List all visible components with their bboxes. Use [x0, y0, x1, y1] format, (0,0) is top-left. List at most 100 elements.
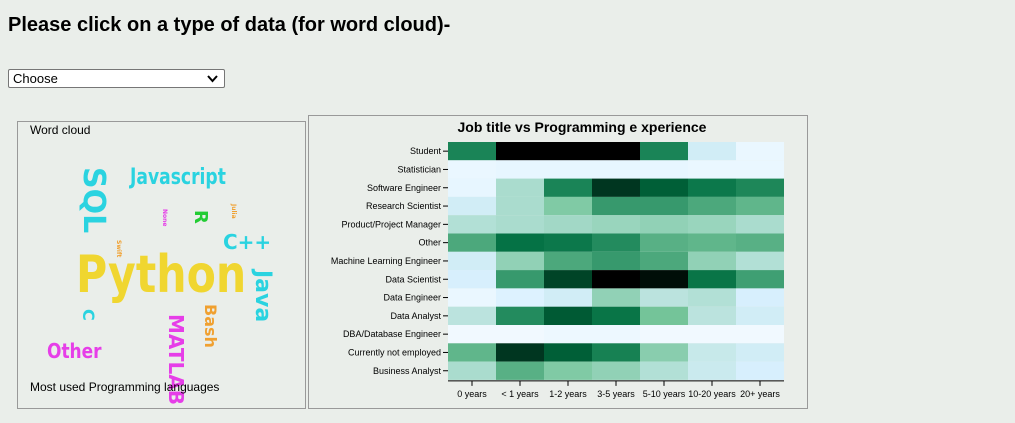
- heatmap-cell: [736, 343, 784, 362]
- heatmap-cell: [448, 196, 496, 216]
- heatmap-cell: [736, 196, 784, 216]
- heatmap-cell: [592, 196, 640, 216]
- heatmap-cell: [688, 288, 736, 307]
- heatmap-cell: [640, 325, 688, 344]
- heatmap-cell: [448, 251, 496, 271]
- word-cloud-title: Word cloud: [30, 123, 91, 137]
- heatmap-cell: [736, 325, 784, 344]
- heatmap-cell: [496, 306, 544, 325]
- y-tick-label: Machine Learning Engineer: [331, 256, 441, 266]
- word-julia: Julia: [230, 203, 237, 219]
- heatmap-cell: [688, 196, 736, 216]
- heatmap-cell: [736, 233, 784, 252]
- word-cloud: Javascript SQL Python R C++ None Julia S…: [47, 164, 275, 405]
- y-tick-label: Business Analyst: [373, 366, 442, 376]
- heatmap-cell: [736, 142, 784, 161]
- heatmap-cell: [640, 251, 688, 271]
- heatmap-cell: [496, 178, 544, 197]
- heatmap-cell: [496, 343, 544, 362]
- heatmap-cell: [544, 325, 592, 344]
- y-tick-label: Product/Project Manager: [341, 219, 441, 229]
- heatmap-cell: [640, 343, 688, 362]
- y-tick-label: Data Scientist: [385, 274, 441, 284]
- heatmap-cell: [496, 196, 544, 216]
- x-tick-label: 3-5 years: [597, 389, 635, 399]
- heatmap-cell: [448, 160, 496, 179]
- heatmap-cell: [640, 306, 688, 325]
- heatmap-cell: [448, 343, 496, 362]
- heatmap-cell: [592, 142, 640, 161]
- heatmap-cell: [688, 142, 736, 161]
- page-heading: Please click on a type of data (for word…: [8, 14, 451, 36]
- y-tick-label: Currently not employed: [348, 347, 441, 357]
- heatmap-cell: [640, 361, 688, 380]
- heatmap-cell: [640, 178, 688, 197]
- heatmap-chart: Job title vs Programming e xperience Stu…: [331, 119, 784, 399]
- heatmap-cell: [736, 270, 784, 289]
- chart-title: Job title vs Programming e xperience: [458, 119, 707, 135]
- heatmap-cell: [592, 306, 640, 325]
- heatmap-cell: [736, 361, 784, 380]
- heatmap-cell: [640, 142, 688, 161]
- heatmap-cell: [592, 233, 640, 252]
- data-type-select[interactable]: Choose: [8, 69, 225, 88]
- heatmap-cell: [496, 288, 544, 307]
- heatmap-cell: [592, 325, 640, 344]
- heatmap-cell: [688, 160, 736, 179]
- heatmap-cell: [640, 288, 688, 307]
- heatmap-cell: [448, 325, 496, 344]
- y-tick-label: Data Analyst: [390, 311, 441, 321]
- heatmap-cell: [448, 178, 496, 197]
- heatmap-cell: [448, 233, 496, 252]
- heatmap-cell: [592, 160, 640, 179]
- heatmap-cell: [592, 343, 640, 362]
- heatmap-cell: [496, 325, 544, 344]
- heatmap-cell: [448, 306, 496, 325]
- heatmap-cell: [496, 142, 544, 161]
- heatmap-cell: [496, 251, 544, 271]
- heatmap-cell: [640, 160, 688, 179]
- y-tick-label: DBA/Database Engineer: [343, 329, 441, 339]
- heatmap-cell: [544, 251, 592, 271]
- heatmap-cell: [640, 215, 688, 234]
- heatmap-cell: [496, 215, 544, 234]
- heatmap-cell: [688, 251, 736, 271]
- word-cloud-panel: Javascript SQL Python R C++ None Julia S…: [17, 121, 306, 409]
- x-tick-label: 0 years: [457, 389, 487, 399]
- word-cpp: C++: [223, 230, 271, 254]
- chevron-down-icon: [207, 75, 218, 83]
- heatmap-cell: [688, 178, 736, 197]
- heatmap-cell: [736, 178, 784, 197]
- x-tick-label: 1-2 years: [549, 389, 587, 399]
- heatmap-cell: [496, 270, 544, 289]
- heatmap-cell: [688, 215, 736, 234]
- heatmap-cell: [496, 160, 544, 179]
- heatmap-cell: [736, 215, 784, 234]
- heatmap-cell: [544, 215, 592, 234]
- y-tick-label: Other: [418, 238, 441, 248]
- heatmap-cell: [448, 142, 496, 161]
- word-c: C: [79, 309, 98, 321]
- word-other: Other: [47, 341, 102, 364]
- heatmap-cell: [688, 306, 736, 325]
- x-tick-label: 20+ years: [740, 389, 780, 399]
- heatmap-cell: [448, 270, 496, 289]
- heatmap-cell: [496, 233, 544, 252]
- heatmap-cell: [544, 306, 592, 325]
- heatmap-cell: [592, 361, 640, 380]
- y-tick-label: Student: [410, 146, 442, 156]
- select-value: Choose: [13, 71, 58, 86]
- heatmap-cell: [544, 270, 592, 289]
- heatmap-panel: Job title vs Programming e xperience Stu…: [308, 115, 808, 409]
- heatmap-cell: [448, 288, 496, 307]
- heatmap-cell: [688, 325, 736, 344]
- x-tick-label: < 1 years: [501, 389, 539, 399]
- heatmap-cell: [448, 215, 496, 234]
- heatmap-cell: [736, 288, 784, 307]
- y-tick-label: Software Engineer: [367, 183, 441, 193]
- heatmap-cell: [592, 178, 640, 197]
- heatmap-cell: [736, 160, 784, 179]
- heatmap-cell: [496, 361, 544, 380]
- word-python: Python: [76, 245, 246, 305]
- heatmap-cell: [640, 196, 688, 216]
